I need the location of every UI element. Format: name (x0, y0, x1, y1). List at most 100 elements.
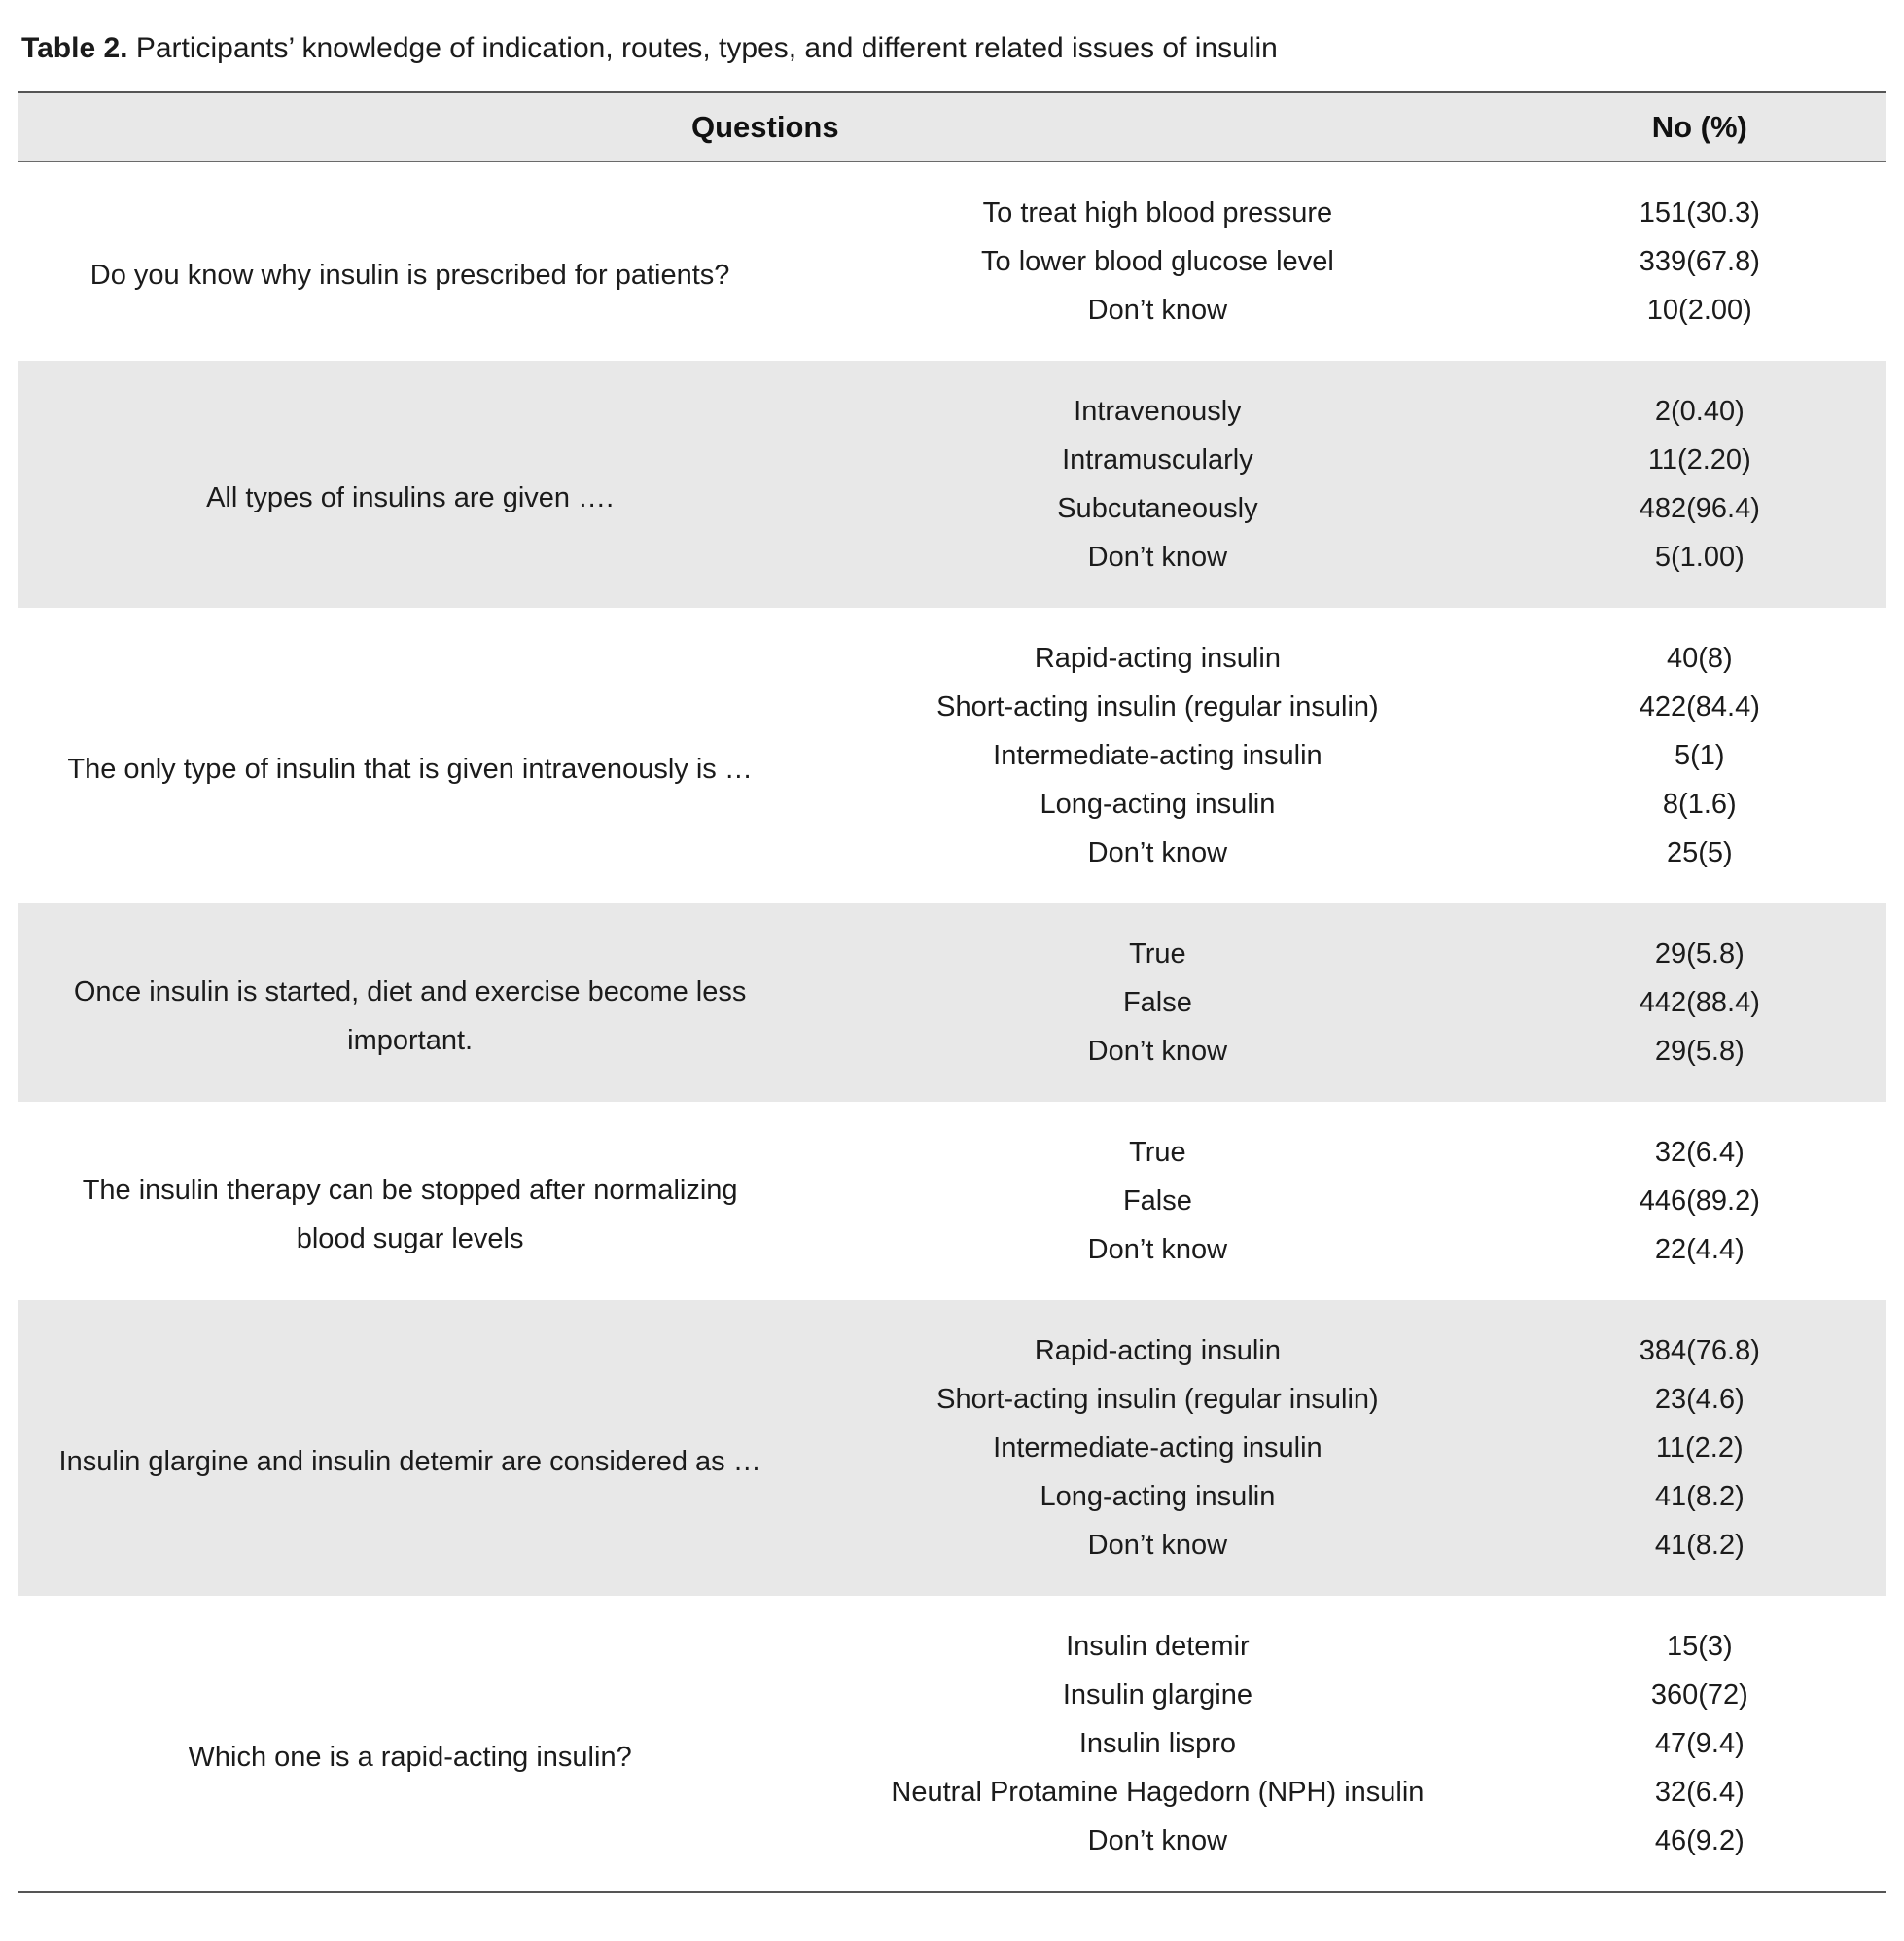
value-cell: 29(5.8) (1654, 1036, 1745, 1067)
value-cell: 446(89.2) (1639, 1185, 1760, 1217)
question-group: The only type of insulin that is given i… (18, 608, 1886, 903)
value-cell: 151(30.3) (1639, 197, 1760, 229)
knowledge-table: Questions No (%) Do you know why insulin… (18, 91, 1886, 1893)
value-cell: 8(1.6) (1662, 789, 1737, 820)
option-cell: Long-acting insulin (1040, 1481, 1276, 1512)
option-cell: Don’t know (1087, 542, 1228, 573)
question-cell: The only type of insulin that is given i… (67, 753, 753, 785)
table-row: To lower blood glucose level 339(67.8) (18, 237, 1886, 286)
table-caption-label: Table 2. (21, 32, 128, 64)
table-row: Don’t know 22(4.4) (18, 1225, 1886, 1300)
question-group: Insulin glargine and insulin detemir are… (18, 1300, 1886, 1596)
table-row: Neutral Protamine Hagedorn (NPH) insulin… (18, 1768, 1886, 1817)
table-row: Insulin lispro 47(9.4) (18, 1719, 1886, 1768)
value-cell: 40(8) (1666, 643, 1733, 674)
question-group: Which one is a rapid-acting insulin? Insu… (18, 1596, 1886, 1892)
option-cell: To treat high blood pressure (982, 197, 1333, 229)
table-row: Long-acting insulin 8(1.6) (18, 780, 1886, 829)
option-cell: Don’t know (1087, 837, 1228, 868)
option-cell: Rapid-acting insulin (1034, 1335, 1281, 1366)
table-row: Intermediate-acting insulin 5(1) (18, 731, 1886, 780)
option-cell: Intermediate-acting insulin (993, 740, 1322, 771)
value-cell: 384(76.8) (1639, 1335, 1760, 1366)
value-cell: 46(9.2) (1654, 1825, 1745, 1856)
option-cell: Intermediate-acting insulin (993, 1432, 1322, 1464)
value-cell: 422(84.4) (1639, 691, 1760, 723)
option-cell: Subcutaneously (1057, 493, 1258, 524)
option-cell: False (1122, 1185, 1192, 1217)
header-questions: Questions (18, 92, 1513, 162)
value-cell: 15(3) (1666, 1631, 1733, 1662)
value-cell: 5(1.00) (1654, 542, 1745, 573)
table-row: Subcutaneously 482(96.4) (18, 484, 1886, 533)
table-row: False 446(89.2) (18, 1177, 1886, 1225)
value-cell: 360(72) (1650, 1679, 1748, 1711)
option-cell: True (1129, 938, 1186, 970)
table-row: Which one is a rapid-acting insulin? Insu… (18, 1596, 1886, 1773)
table-row: Intramuscularly 11(2.20) (18, 436, 1886, 484)
option-cell: Insulin detemir (1066, 1631, 1250, 1662)
question-cell: Once insulin is started, diet and exerci… (73, 975, 747, 1056)
option-cell: False (1122, 987, 1192, 1018)
option-cell: Short-acting insulin (regular insulin) (936, 1384, 1379, 1415)
value-cell: 5(1) (1675, 740, 1725, 771)
option-cell: Short-acting insulin (regular insulin) (936, 691, 1379, 723)
value-cell: 47(9.4) (1654, 1728, 1745, 1759)
value-cell: 25(5) (1666, 837, 1733, 868)
question-cell: Which one is a rapid-acting insulin? (188, 1741, 632, 1773)
value-cell: 41(8.2) (1654, 1481, 1745, 1512)
table-row: False 442(88.4) (18, 978, 1886, 1027)
value-cell: 339(67.8) (1639, 246, 1760, 277)
header-row: Questions No (%) (18, 92, 1886, 162)
value-cell: 22(4.4) (1654, 1234, 1745, 1265)
question-group: Do you know why insulin is prescribed fo… (18, 162, 1886, 362)
option-cell: Don’t know (1087, 1530, 1228, 1561)
table-row: Don’t know 29(5.8) (18, 1027, 1886, 1102)
table-row: Long-acting insulin 41(8.2) (18, 1472, 1886, 1521)
value-cell: 29(5.8) (1654, 938, 1745, 970)
value-cell: 2(0.40) (1654, 396, 1745, 427)
option-cell: Insulin glargine (1062, 1679, 1252, 1711)
table-caption: Table 2. Participants’ knowledge of indi… (18, 16, 1886, 91)
value-cell: 11(2.20) (1647, 444, 1751, 476)
option-cell: Intravenously (1074, 396, 1242, 427)
table-row: Once insulin is started, diet and exerci… (18, 903, 1886, 1056)
option-cell: True (1129, 1137, 1186, 1168)
option-cell: Insulin lispro (1078, 1728, 1236, 1759)
option-cell: To lower blood glucose level (981, 246, 1334, 277)
table-row: Do you know why insulin is prescribed fo… (18, 162, 1886, 291)
option-cell: Don’t know (1087, 295, 1228, 326)
table-row: Short-acting insulin (regular insulin) 23… (18, 1375, 1886, 1424)
table-row: Intermediate-acting insulin 11(2.2) (18, 1424, 1886, 1472)
option-cell: Don’t know (1087, 1234, 1228, 1265)
table-caption-text: Participants’ knowledge of indication, r… (127, 32, 1278, 64)
question-group: The insulin therapy can be stopped after… (18, 1102, 1886, 1300)
table-row: Don’t know 10(2.00) (18, 286, 1886, 361)
value-cell: 11(2.2) (1655, 1432, 1744, 1464)
table-row: All types of insulins are given …. Intrav… (18, 361, 1886, 513)
question-cell: All types of insulins are given …. (206, 481, 615, 513)
table-row: The only type of insulin that is given i… (18, 608, 1886, 785)
option-cell: Rapid-acting insulin (1034, 643, 1281, 674)
table-row: Insulin glargine 360(72) (18, 1671, 1886, 1719)
table-header: Questions No (%) (18, 92, 1886, 162)
value-cell: 32(6.4) (1654, 1777, 1745, 1808)
value-cell: 41(8.2) (1654, 1530, 1745, 1561)
value-cell: 23(4.6) (1654, 1384, 1745, 1415)
table-row: Don’t know 41(8.2) (18, 1521, 1886, 1596)
table-row: Insulin glargine and insulin detemir are… (18, 1300, 1886, 1477)
option-cell: Don’t know (1087, 1825, 1228, 1856)
option-cell: Don’t know (1087, 1036, 1228, 1067)
header-no-percent: No (%) (1512, 92, 1886, 162)
table-row: The insulin therapy can be stopped after… (18, 1102, 1886, 1254)
option-cell: Long-acting insulin (1040, 789, 1276, 820)
value-cell: 442(88.4) (1639, 987, 1760, 1018)
option-cell: Intramuscularly (1062, 444, 1253, 476)
question-group: Once insulin is started, diet and exerci… (18, 903, 1886, 1102)
table-row: Short-acting insulin (regular insulin) 42… (18, 683, 1886, 731)
table-row: Don’t know 25(5) (18, 829, 1886, 903)
question-cell: Do you know why insulin is prescribed fo… (89, 259, 730, 291)
option-cell: Neutral Protamine Hagedorn (NPH) insulin (891, 1777, 1425, 1808)
question-cell: Insulin glargine and insulin detemir are… (58, 1445, 761, 1477)
